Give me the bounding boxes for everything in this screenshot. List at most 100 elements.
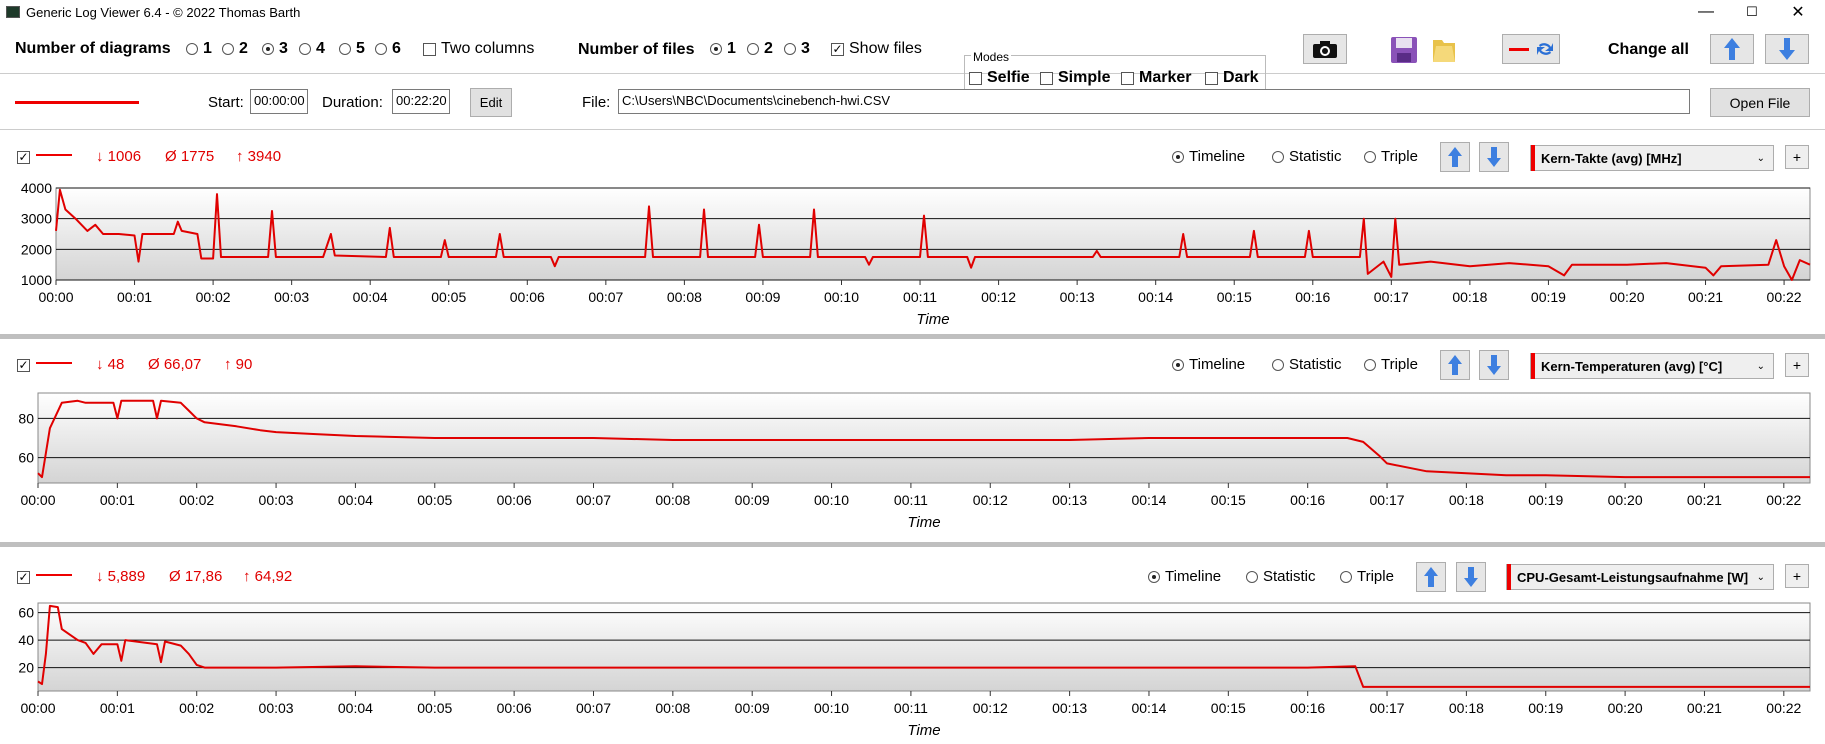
sensor-select[interactable]: Kern-Temperaturen (avg) [°C] ⌄ [1530,353,1774,379]
view-timeline-radio[interactable]: Timeline [1148,568,1221,585]
chart-1[interactable]: 1000 2000 3000 4000 00:00 00:01 00:02 00:03 00:0… [0,178,1825,330]
radio-icon [186,43,198,55]
x-tick-label: 00:22 [1766,700,1801,716]
file-option-2[interactable]: 2 [747,40,773,58]
mode-dark-checkbox[interactable]: Dark [1205,69,1259,87]
avg-value: Ø 66,07 [148,356,202,373]
min-value: ↓ 48 [96,356,125,373]
diagram-option-6[interactable]: 6 [375,40,401,58]
start-input[interactable]: 00:00:00 [250,89,308,114]
select-color-bar [1531,353,1535,379]
checkbox-icon [1121,71,1134,85]
x-tick-label: 00:06 [510,289,545,305]
maximize-button[interactable]: ☐ [1746,4,1758,19]
sensor-select[interactable]: Kern-Takte (avg) [MHz] ⌄ [1530,145,1774,171]
move-down-button[interactable] [1479,350,1509,380]
two-columns-checkbox[interactable]: Two columns [423,40,534,58]
sensor-select[interactable]: CPU-Gesamt-Leistungsaufnahme [W] ⌄ [1506,564,1774,590]
x-tick-label: 00:05 [417,492,452,508]
chart-2[interactable]: 60 80 00:00 00:01 00:02 00:03 00:04 00:05 00:06 0… [0,389,1825,539]
edit-button[interactable]: Edit [470,88,512,117]
panel-splitter-2[interactable] [0,542,1825,547]
x-tick-label: 00:21 [1688,289,1723,305]
folder-icon [1433,40,1455,62]
move-up-button[interactable] [1416,562,1446,592]
view-statistic-radio[interactable]: Statistic [1272,356,1342,373]
y-tick-label: 60 [18,450,34,466]
series-line [37,399,1810,479]
add-series-button[interactable]: + [1785,564,1809,588]
chart-3[interactable]: 20 40 60 00:00 00:01 00:02 00:03 00:04 00:05 00:0… [0,599,1825,744]
x-tick-label: 00:16 [1290,492,1325,508]
x-tick-label: 00:04 [338,700,373,716]
view-triple-radio[interactable]: Triple [1340,568,1394,585]
plot-area[interactable] [37,392,1811,484]
panel-visible-checkbox[interactable]: ✓ [17,150,30,165]
duration-input[interactable]: 00:22:20 [392,89,450,114]
swap-color-button[interactable] [1502,34,1560,64]
x-tick-label: 00:11 [894,492,928,508]
mode-marker-checkbox[interactable]: Marker [1121,69,1191,87]
add-series-button[interactable]: + [1785,145,1809,169]
x-tick-label: 00:07 [588,289,623,305]
open-file-button[interactable]: Open File [1710,88,1810,117]
x-tick-label: 00:03 [274,289,309,305]
save-button[interactable] [1390,36,1418,64]
checkbox-icon [1205,71,1218,85]
chevron-down-icon: ⌄ [1756,152,1765,164]
move-up-button[interactable] [1440,350,1470,380]
x-tick-label: 00:02 [179,700,214,716]
x-tick-label: 00:20 [1608,700,1643,716]
move-down-button[interactable] [1479,142,1509,172]
view-statistic-radio[interactable]: Statistic [1246,568,1316,585]
series-color-line[interactable] [36,362,72,364]
series-color-line[interactable] [36,574,72,576]
file-series-color-line[interactable] [15,101,139,104]
move-all-up-button[interactable] [1710,34,1754,64]
diagram-option-3[interactable]: 3 [262,40,288,58]
radio-icon [1364,150,1376,163]
plot-area[interactable] [37,602,1811,692]
chevron-down-icon: ⌄ [1756,360,1765,372]
move-all-down-button[interactable] [1765,34,1809,64]
file-toolbar: Start: 00:00:00 Duration: 00:22:20 Edit … [0,74,1825,130]
diagram-option-1[interactable]: 1 [186,40,212,58]
x-tick-label: 00:13 [1052,700,1087,716]
panel-visible-checkbox[interactable]: ✓ [17,358,30,373]
close-button[interactable]: ✕ [1791,4,1805,21]
view-triple-radio[interactable]: Triple [1364,356,1418,373]
view-timeline-radio[interactable]: Timeline [1172,148,1245,165]
move-up-button[interactable] [1440,142,1470,172]
screenshot-button[interactable] [1303,34,1347,64]
file-path-input[interactable]: C:\Users\NBC\Documents\cinebench-hwi.CSV [618,89,1690,114]
mode-simple-checkbox[interactable]: Simple [1040,69,1110,87]
panel-splitter-1[interactable] [0,334,1825,339]
radio-icon [1246,570,1258,583]
panel-visible-checkbox[interactable]: ✓ [17,570,30,585]
change-all-label: Change all [1608,41,1689,58]
file-option-3[interactable]: 3 [784,40,810,58]
diagram-panel-2: ✓ ↓ 48 Ø 66,07 ↑ 90 Timeline Statistic T… [0,339,1825,542]
series-color-line[interactable] [36,154,72,156]
diagram-option-4[interactable]: 4 [299,40,325,58]
main-toolbar: Number of diagrams 1 2 3 4 5 6 Two colum… [0,24,1825,91]
title-bar: Generic Log Viewer 6.4 - © 2022 Thomas B… [0,0,1825,24]
series-line [37,604,1810,688]
view-timeline-radio[interactable]: Timeline [1172,356,1245,373]
mode-selfie-checkbox[interactable]: Selfie [969,69,1030,87]
show-files-checkbox[interactable]: ✓ Show files [831,40,922,57]
x-tick-label: 00:18 [1452,289,1487,305]
open-folder-button[interactable] [1430,36,1458,64]
x-tick-label: 00:19 [1531,289,1566,305]
file-option-1[interactable]: 1 [710,40,736,58]
diagram-option-2[interactable]: 2 [222,40,248,58]
x-tick-label: 00:04 [353,289,388,305]
view-statistic-radio[interactable]: Statistic [1272,148,1342,165]
add-series-button[interactable]: + [1785,353,1809,377]
x-tick-label: 00:14 [1131,700,1166,716]
view-triple-radio[interactable]: Triple [1364,148,1418,165]
diagram-option-5[interactable]: 5 [339,40,365,58]
move-down-button[interactable] [1456,562,1486,592]
minimize-button[interactable]: — [1698,3,1714,20]
